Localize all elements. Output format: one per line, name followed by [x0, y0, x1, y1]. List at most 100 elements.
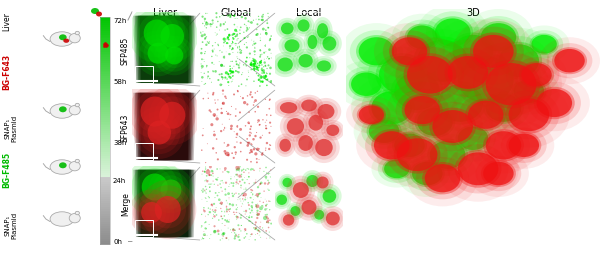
Bar — [100, 223, 110, 226]
Point — [214, 229, 223, 233]
Point — [201, 12, 211, 17]
Ellipse shape — [379, 122, 440, 169]
Ellipse shape — [290, 206, 301, 216]
Ellipse shape — [311, 136, 336, 160]
Bar — [100, 18, 110, 244]
Point — [231, 151, 241, 155]
Point — [201, 185, 211, 189]
Point — [225, 75, 235, 80]
Point — [224, 170, 233, 174]
Ellipse shape — [361, 84, 422, 133]
Point — [247, 149, 256, 153]
Point — [252, 64, 262, 68]
Ellipse shape — [296, 52, 316, 71]
Point — [212, 167, 222, 171]
Ellipse shape — [365, 125, 418, 167]
Ellipse shape — [311, 57, 337, 77]
Point — [198, 30, 208, 35]
Point — [243, 94, 253, 99]
Point — [206, 165, 215, 169]
Point — [223, 144, 233, 148]
Ellipse shape — [499, 45, 539, 78]
Ellipse shape — [317, 105, 334, 120]
Bar — [100, 39, 110, 41]
Point — [257, 19, 266, 23]
Point — [246, 64, 256, 68]
Point — [209, 214, 219, 218]
Ellipse shape — [302, 109, 329, 137]
Bar — [100, 142, 110, 145]
Point — [207, 182, 217, 186]
Point — [200, 221, 209, 225]
Ellipse shape — [293, 182, 309, 198]
Point — [212, 117, 222, 121]
Ellipse shape — [154, 97, 191, 135]
Ellipse shape — [323, 189, 336, 203]
Ellipse shape — [128, 4, 185, 63]
Point — [220, 126, 230, 130]
Point — [198, 169, 208, 173]
Point — [224, 213, 233, 217]
Point — [264, 199, 274, 203]
Bar — [100, 135, 110, 137]
Bar — [225, 44, 238, 59]
Ellipse shape — [140, 97, 169, 127]
Point — [256, 80, 266, 84]
Point — [233, 168, 243, 172]
Point — [217, 179, 227, 183]
Point — [256, 76, 266, 80]
Point — [256, 225, 265, 229]
Point — [224, 33, 234, 37]
Bar — [100, 116, 110, 118]
Point — [228, 78, 238, 82]
Point — [227, 181, 236, 185]
Point — [253, 148, 262, 152]
Point — [233, 174, 242, 178]
Point — [245, 151, 254, 155]
Ellipse shape — [521, 64, 552, 87]
Ellipse shape — [161, 25, 184, 49]
Point — [238, 13, 248, 17]
Bar — [100, 89, 110, 92]
Point — [202, 27, 211, 31]
Point — [225, 182, 235, 186]
Point — [221, 205, 231, 209]
Point — [199, 127, 208, 131]
Ellipse shape — [463, 10, 534, 66]
Polygon shape — [138, 170, 191, 237]
Ellipse shape — [351, 73, 382, 97]
Point — [262, 202, 272, 207]
Point — [217, 51, 227, 55]
Point — [262, 20, 272, 24]
Point — [251, 233, 260, 237]
Point — [197, 224, 206, 228]
Bar — [100, 152, 110, 154]
Ellipse shape — [75, 104, 79, 107]
Ellipse shape — [138, 112, 181, 154]
Point — [265, 218, 275, 223]
Point — [223, 152, 232, 156]
Ellipse shape — [397, 150, 458, 197]
Bar — [100, 218, 110, 220]
Point — [233, 198, 243, 202]
Ellipse shape — [357, 105, 386, 126]
Ellipse shape — [59, 35, 67, 41]
Point — [197, 80, 206, 84]
Point — [198, 134, 208, 138]
Ellipse shape — [450, 87, 521, 144]
Point — [248, 194, 257, 198]
Point — [239, 170, 249, 174]
Point — [228, 41, 238, 45]
Point — [217, 189, 227, 194]
Point — [250, 69, 259, 73]
Point — [200, 38, 210, 42]
Point — [198, 190, 208, 194]
Point — [221, 167, 230, 171]
Point — [265, 200, 275, 204]
Point — [232, 211, 241, 215]
Ellipse shape — [412, 94, 493, 160]
Point — [266, 57, 276, 61]
Point — [247, 63, 256, 67]
Point — [220, 218, 230, 222]
Bar — [134, 144, 153, 160]
